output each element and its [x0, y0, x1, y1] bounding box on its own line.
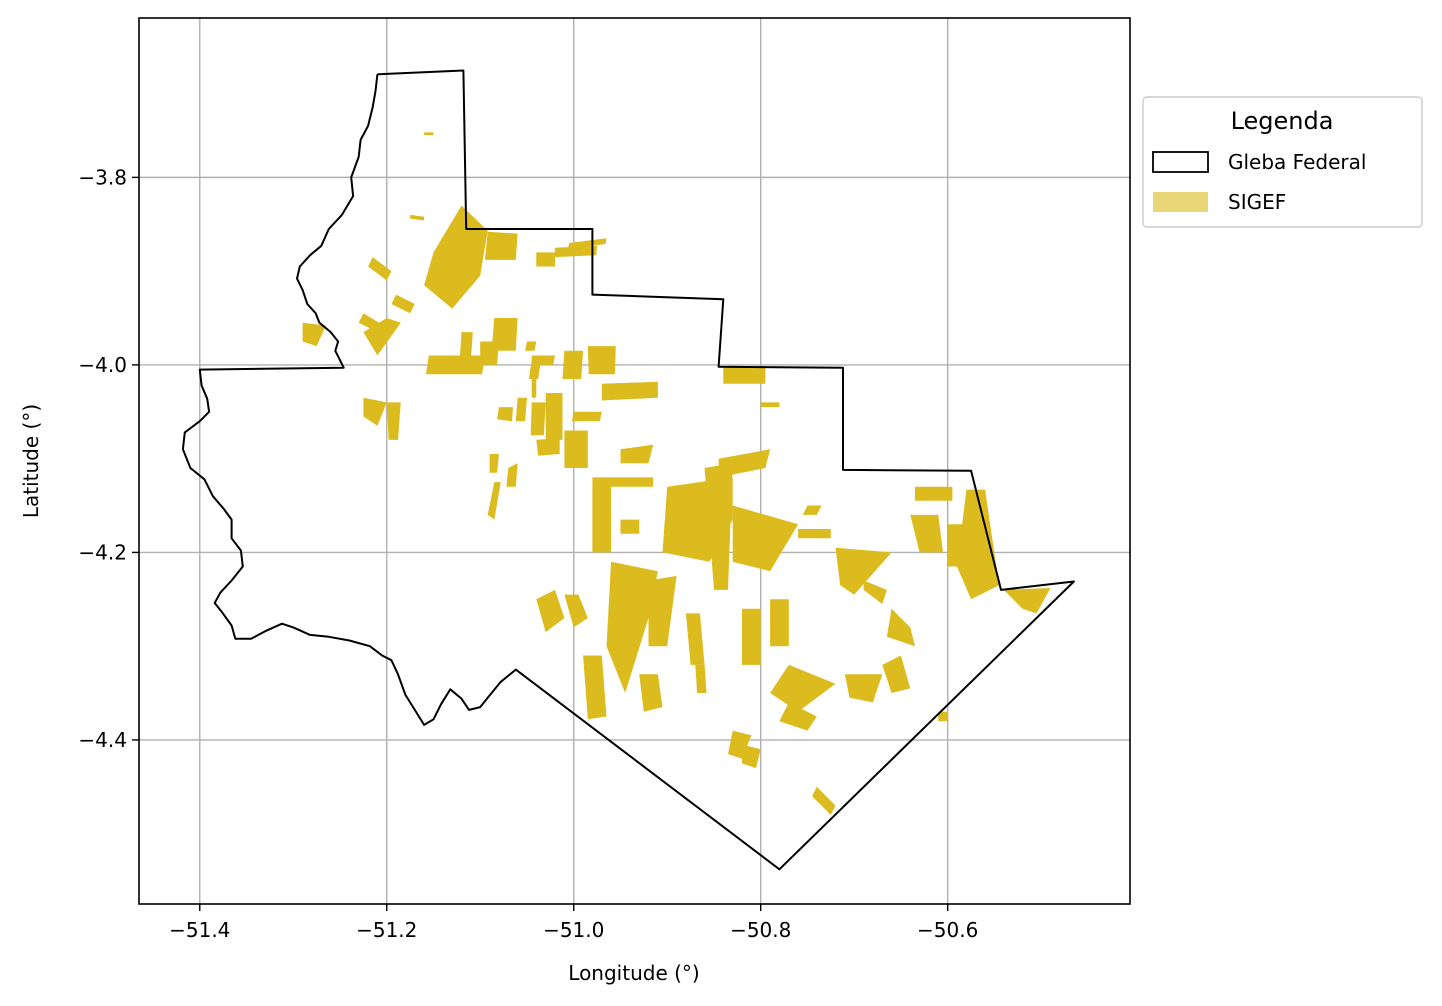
sigef-parcel [489, 454, 499, 473]
x-tick-label: −51.2 [356, 918, 417, 942]
sigef-parcel [695, 664, 707, 693]
sigef-parcel [886, 608, 915, 647]
sigef-parcel [424, 132, 434, 136]
x-tick-label: −51.0 [543, 918, 604, 942]
legend-box [1142, 96, 1423, 228]
sigef-parcel [704, 463, 733, 590]
sigef-parcel [742, 744, 761, 769]
legend-title: Legenda [1231, 107, 1334, 135]
sigef-parcel [410, 214, 425, 221]
sigef-parcel [779, 702, 817, 731]
x-tick-label: −50.8 [730, 918, 791, 942]
sigef-parcel [536, 252, 555, 267]
sigef-parcel [568, 238, 607, 249]
sigef-parcel [426, 355, 485, 375]
y-tick-label: −4.0 [78, 353, 127, 377]
sigef-parcel [545, 393, 563, 440]
y-axis-ticks: −3.8 −4.0 −4.2 −4.4 [78, 165, 139, 752]
y-tick-label: −4.2 [78, 540, 127, 564]
sigef-parcel [564, 594, 588, 628]
sigef-parcel [562, 350, 584, 379]
sigef-parcel [587, 346, 616, 375]
sigef-parcel [882, 655, 911, 693]
sigef-parcel [835, 547, 892, 595]
grid-lines [139, 18, 1130, 904]
sigef-parcel [798, 529, 831, 539]
sigef-parcels [302, 132, 1051, 815]
gleba-federal-boundary [181, 69, 1075, 871]
sigef-parcel [459, 332, 473, 361]
sigef-parcel [564, 430, 588, 468]
sigef-parcel [723, 366, 766, 384]
legend: Legenda Gleba Federal SIGEF [1142, 96, 1423, 228]
y-tick-label: −4.4 [78, 728, 127, 752]
sigef-parcel [620, 444, 654, 464]
sigef-parcel [386, 402, 401, 440]
sigef-parcel [770, 599, 789, 647]
sigef-parcel [555, 245, 598, 258]
sigef-parcel [639, 674, 663, 712]
x-tick-label: −50.6 [917, 918, 978, 942]
sigef-parcel [592, 477, 654, 487]
sigef-parcel [592, 484, 612, 553]
sigef-parcel [424, 205, 488, 309]
sigef-parcel [571, 411, 602, 422]
sigef-parcel [938, 711, 948, 722]
sigef-parcel [770, 664, 836, 712]
sigef-parcel [957, 489, 1000, 600]
sigef-parcel [487, 482, 501, 520]
legend-swatch-gleba-federal [1152, 151, 1209, 173]
sigef-parcel [685, 613, 705, 665]
x-axis-ticks: −51.4 −51.2 −51.0 −50.8 −50.6 [169, 904, 978, 942]
sigef-parcel [536, 589, 565, 633]
sigef-parcel [648, 575, 677, 647]
legend-label-gleba-federal: Gleba Federal [1228, 150, 1366, 174]
sigef-parcel [480, 341, 499, 365]
sigef-parcel [368, 257, 392, 281]
sigef-parcel [1003, 588, 1051, 614]
sigef-parcel [915, 486, 953, 501]
sigef-parcel [536, 438, 560, 456]
sigef-parcel [506, 463, 518, 487]
sigef-parcel [302, 322, 326, 347]
sigef-parcel [728, 730, 752, 759]
y-axis-label: Latitude (°) [19, 404, 43, 518]
sigef-parcel [583, 655, 607, 720]
plot-frame [138, 17, 1131, 905]
y-tick-label: −3.8 [78, 165, 127, 189]
sigef-parcel [732, 505, 799, 572]
x-tick-label: −51.4 [169, 918, 230, 942]
sigef-parcel [760, 402, 780, 408]
sigef-parcel [606, 561, 658, 693]
sigef-parcel [742, 608, 761, 665]
sigef-parcel [601, 381, 658, 401]
sigef-parcel [497, 407, 513, 422]
sigef-parcel [484, 231, 518, 260]
sigef-parcel [620, 519, 640, 534]
sigef-parcel [910, 514, 943, 553]
sigef-parcel [391, 294, 415, 314]
legend-swatch-sigef [1153, 192, 1208, 212]
sigef-parcel [947, 524, 972, 567]
sigef-parcel [525, 341, 537, 351]
sigef-parcel [531, 369, 537, 398]
sigef-parcel [358, 313, 387, 337]
sigef-parcel [812, 786, 836, 815]
sigef-parcel [844, 674, 883, 703]
sigef-parcel [363, 397, 387, 426]
sigef-parcel [530, 402, 546, 436]
sigef-parcel [802, 505, 822, 515]
legend-label-sigef: SIGEF [1228, 190, 1286, 214]
sigef-parcel [863, 580, 887, 604]
sigef-parcel [515, 397, 527, 422]
x-axis-label: Longitude (°) [568, 961, 699, 985]
